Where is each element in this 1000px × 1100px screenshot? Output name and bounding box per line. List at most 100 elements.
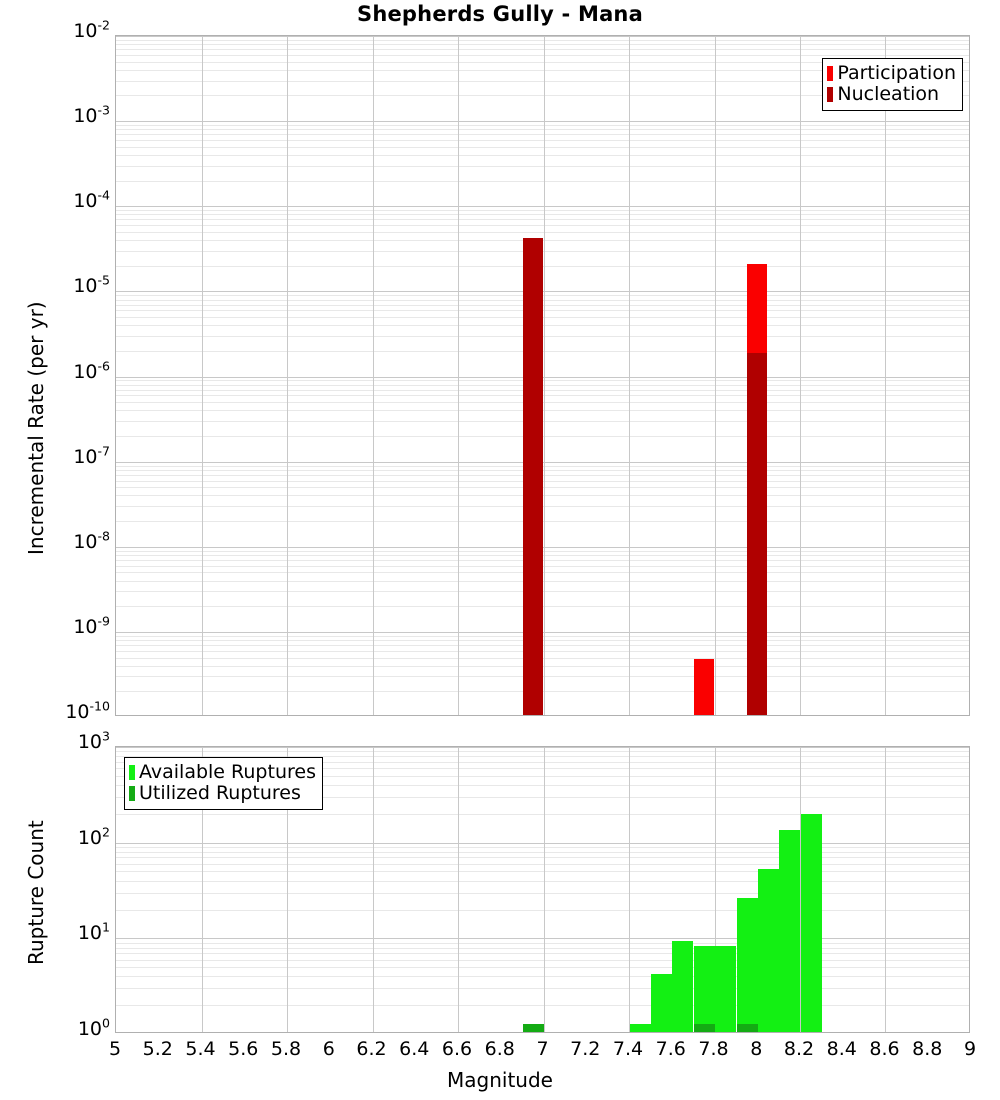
gridline-minor-horizontal [116,155,969,156]
bar-nucleation [747,353,767,715]
x-axis-tick-label: 8.6 [869,1038,900,1060]
x-axis-tick-label: 6.8 [484,1038,515,1060]
x-axis-tick-label: 5 [108,1038,122,1060]
gridline-minor-horizontal [116,960,969,961]
x-axis-tick-label: 6.2 [356,1038,387,1060]
gridline-minor-horizontal [116,776,969,777]
incremental-rate-legend: Participation Nucleation [822,58,963,111]
bar-utilized-ruptures [736,1024,758,1032]
gridline-vertical [629,747,630,1032]
gridline-vertical [373,36,374,715]
x-axis-tick-label: 7.8 [698,1038,729,1060]
gridline-minor-horizontal [116,756,969,757]
legend-label-available-ruptures: Available Ruptures [139,761,316,783]
gridline-minor-horizontal [116,893,969,894]
x-axis-tick-label: 7 [536,1038,549,1060]
gridline-vertical [544,747,545,1032]
y-axis-tick-label: 10-7 [73,443,110,468]
gridline-minor-horizontal [116,953,969,954]
gridline-major-horizontal [116,206,969,207]
gridline-vertical [715,747,716,1032]
gridline-minor-horizontal [116,129,969,130]
y-axis-tick-label: 10-6 [73,358,110,383]
gridline-minor-horizontal [116,166,969,167]
participation-swatch-icon [827,66,834,82]
gridline-minor-horizontal [116,1005,969,1006]
gridline-major-horizontal [116,36,969,37]
gridline-minor-horizontal [116,976,969,977]
bar-available-ruptures [714,946,736,1032]
x-axis-label-magnitude: Magnitude [447,1068,553,1092]
y-axis-tick-label: 101 [77,920,110,945]
gridline-minor-horizontal [116,785,969,786]
x-axis-tick-label: 6 [322,1038,335,1060]
available-ruptures-swatch-icon [129,765,135,781]
gridline-vertical [373,747,374,1032]
x-axis-tick-label: 5.2 [142,1038,173,1060]
y-axis-tick-label: 10-8 [73,528,110,553]
legend-label-utilized-ruptures: Utilized Ruptures [139,782,301,805]
y-axis-tick-label: 10-5 [73,273,110,298]
x-axis-tick-label: 8.2 [783,1038,815,1060]
gridline-vertical [885,747,886,1032]
gridline-minor-horizontal [116,768,969,769]
gridline-minor-horizontal [116,797,969,798]
bar-utilized-ruptures [522,1024,544,1032]
gridline-minor-horizontal [116,948,969,949]
x-axis-tick-label: 8 [750,1038,763,1060]
legend-item-available-ruptures: Available Ruptures [129,761,316,783]
bar-available-ruptures [693,946,715,1032]
bar-available-ruptures [650,974,672,1032]
gridline-vertical [629,36,630,715]
gridline-minor-horizontal [116,967,969,968]
gridline-minor-horizontal [116,881,969,882]
y-axis-tick-label: 103 [77,728,110,753]
x-axis-tick-label: 6.6 [441,1038,473,1060]
gridline-minor-horizontal [116,55,969,56]
gridline-major-horizontal [116,938,969,939]
gridline-minor-horizontal [116,847,969,848]
x-axis-tick-label: 8.8 [912,1038,943,1060]
x-axis-tick-label: 5.6 [228,1038,259,1060]
nucleation-swatch-icon [827,87,834,103]
gridline-vertical [202,36,203,715]
legend-label-nucleation: Nucleation [837,83,940,106]
y-axis-tick-label: 102 [77,824,110,849]
legend-label-participation: Participation [837,62,956,84]
bar-available-ruptures [778,830,800,1032]
gridline-minor-horizontal [116,219,969,220]
x-axis-tick-label: 6.4 [399,1038,430,1060]
gridline-minor-horizontal [116,40,969,41]
gridline-vertical [800,36,801,715]
bar-available-ruptures [757,869,779,1032]
x-axis-tick-label: 5.8 [270,1038,302,1060]
page-title: Shepherds Gully - Mana [357,2,643,26]
x-axis-tick-label: 7.4 [612,1038,644,1060]
gridline-minor-horizontal [116,95,969,96]
gridline-major-horizontal [116,843,969,844]
y-axis-tick-label: 10-9 [73,613,110,638]
y-axis-label-incremental-rate: Incremental Rate (per yr) [24,301,48,555]
gridline-minor-horizontal [116,871,969,872]
gridline-vertical [202,747,203,1032]
y-axis-tick-label: 10-10 [65,698,110,723]
gridline-minor-horizontal [116,214,969,215]
y-axis-tick-labels: 10-2 10-3 10-4 10-5 10-6 10-7 10-8 10-9 10-10 103… [0,0,110,1100]
gridline-major-horizontal [116,121,969,122]
gridline-minor-horizontal [116,49,969,50]
gridline-minor-horizontal [116,81,969,82]
gridline-minor-horizontal [116,864,969,865]
bar-available-ruptures [800,814,822,1032]
gridline-vertical [287,747,288,1032]
bar-participation [694,659,714,715]
gridline-minor-horizontal [116,232,969,233]
y-axis-tick-label: 10-3 [73,102,110,128]
gridline-vertical [287,36,288,715]
bar-available-ruptures [671,941,693,1032]
gridline-vertical [458,747,459,1032]
gridline-minor-horizontal [116,857,969,858]
gridline-minor-horizontal [116,910,969,911]
y-axis-label-rupture-count: Rupture Count [24,820,48,965]
bar-utilized-ruptures [693,1024,715,1032]
